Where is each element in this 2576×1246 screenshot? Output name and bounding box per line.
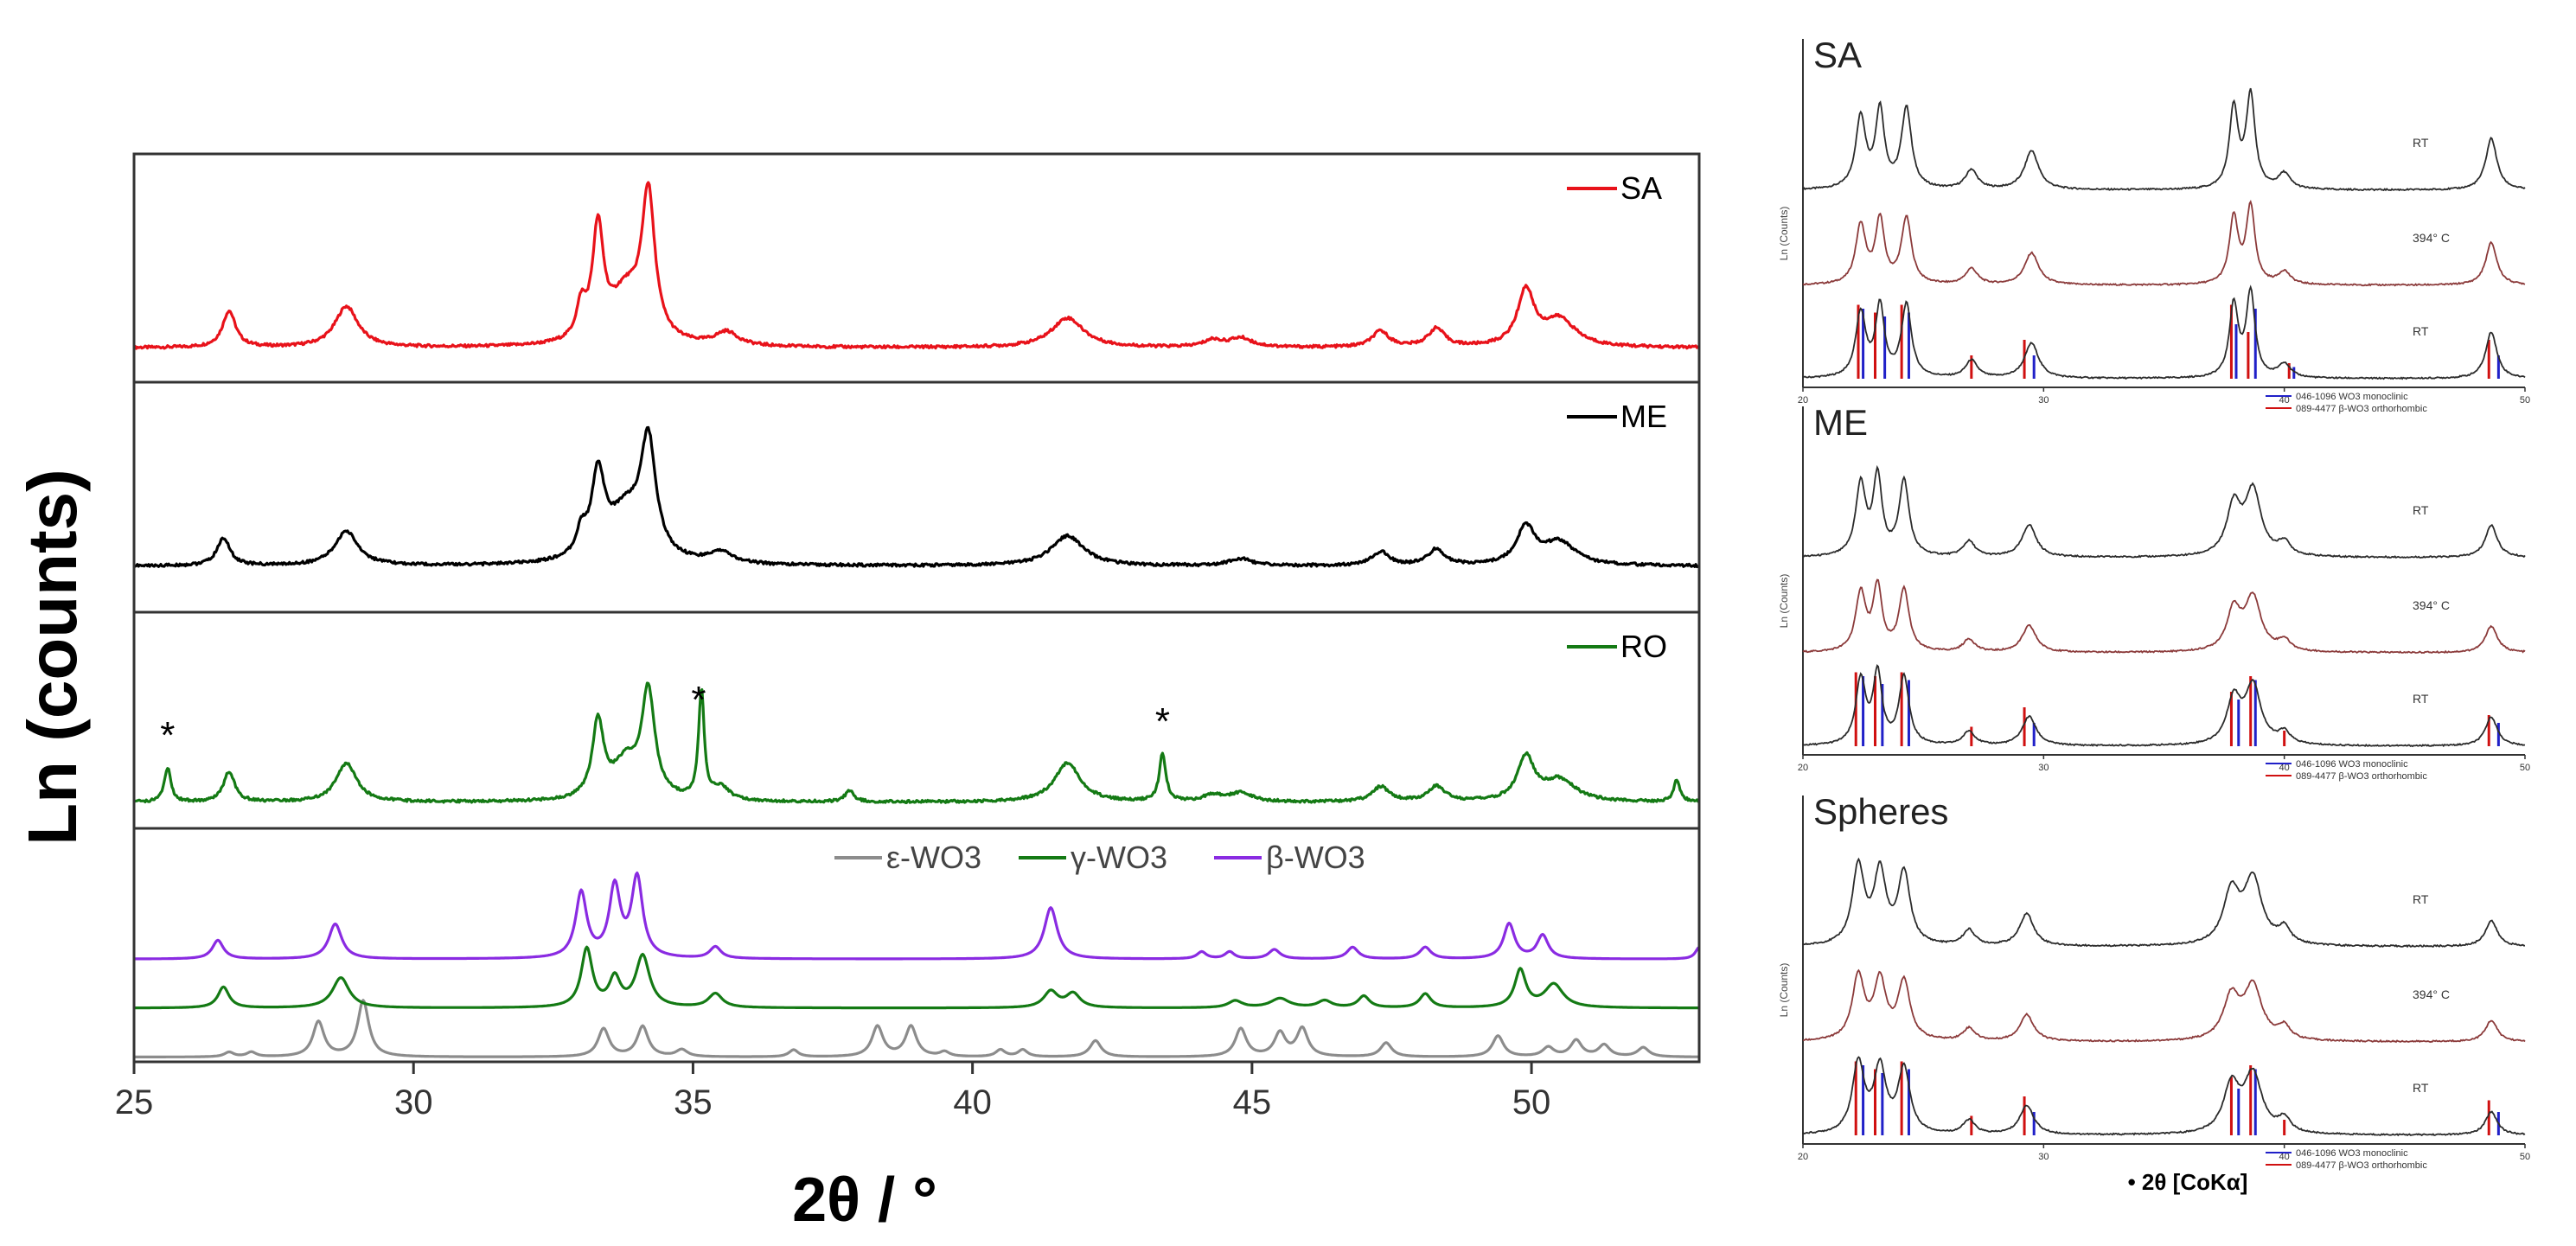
- reference-line-ε-WO3: [133, 999, 1700, 1058]
- series-line-RO: [133, 681, 1700, 804]
- right-ref-legend-label: 046-1096 WO3 monoclinic: [2296, 392, 2408, 402]
- legend-label-ref-2: β-WO3: [1266, 840, 1365, 875]
- right-x-tick-label: 50: [2520, 1152, 2530, 1162]
- series-line-SA: [132, 181, 1700, 350]
- x-tick-label: 30: [394, 1083, 433, 1121]
- right-trace-2: [1802, 284, 2526, 380]
- x-tick-label: 45: [1233, 1083, 1272, 1121]
- right-x-tick-label: 30: [2038, 395, 2049, 406]
- series-line-ME: [133, 425, 1700, 569]
- reference-line-γ-WO3: [133, 945, 1700, 1010]
- right-x-tick-label: 40: [2279, 763, 2290, 773]
- right-ref-legend-label: 089-4477 β-WO3 orthorhombic: [2296, 771, 2427, 782]
- right-panel-SA: SA Ln (Counts) RT 394° C RT 20 30 40 50 046-1096 …: [1778, 35, 2530, 414]
- right-trace-0: [1802, 857, 2526, 949]
- annotation-asterisk: *: [1155, 700, 1170, 743]
- right-x-axis-label: • 2θ [CoKα]: [2128, 1169, 2248, 1195]
- x-tick-label: 40: [953, 1083, 992, 1121]
- right-trace-label: RT: [2413, 136, 2429, 150]
- legend-label-ref-0: ε-WO3: [886, 840, 981, 875]
- right-x-tick-label: 40: [2279, 1152, 2290, 1162]
- right-y-axis-label: Ln (Counts): [1778, 207, 1790, 261]
- annotation-asterisk: *: [160, 714, 175, 757]
- left-x-axis-label: 2θ / °: [792, 1166, 937, 1235]
- legend-label-ref-1: γ-WO3: [1071, 840, 1167, 875]
- right-trace-label: 394° C: [2413, 598, 2450, 612]
- right-x-tick-label: 30: [2038, 1152, 2049, 1162]
- right-x-tick-label: 20: [1798, 395, 1808, 406]
- right-trace-label: 394° C: [2413, 231, 2450, 245]
- left-y-axis-label: Ln (counts): [14, 469, 91, 845]
- right-y-axis-label: Ln (Counts): [1778, 574, 1790, 629]
- right-trace-2: [1802, 1056, 2526, 1137]
- right-trace-label: RT: [2413, 692, 2429, 706]
- annotation-asterisk: *: [691, 679, 706, 721]
- left-xrd-chart: Ln (counts) 2θ / ° 25 30 35 40 45 50 SA ME RO * *…: [14, 152, 1701, 1235]
- right-y-axis-label: Ln (Counts): [1778, 963, 1790, 1018]
- right-x-tick-label: 50: [2520, 395, 2530, 406]
- right-x-tick-label: 20: [1798, 1152, 1808, 1162]
- legend-label-RO: RO: [1620, 629, 1667, 664]
- legend-label-ME: ME: [1620, 399, 1667, 434]
- right-trace-label: RT: [2413, 324, 2429, 338]
- x-tick-label: 25: [115, 1083, 154, 1121]
- right-trace-0: [1802, 464, 2526, 559]
- right-trace-label: RT: [2413, 503, 2429, 517]
- right-trace-label: RT: [2413, 1081, 2429, 1095]
- x-tick-label: 50: [1512, 1083, 1551, 1121]
- right-x-tick-label: 40: [2279, 395, 2290, 406]
- right-ref-legend-label: 089-4477 β-WO3 orthorhombic: [2296, 404, 2427, 414]
- right-trace-label: 394° C: [2413, 987, 2450, 1001]
- right-ref-legend-label: 046-1096 WO3 monoclinic: [2296, 759, 2408, 770]
- right-x-tick-label: 20: [1798, 763, 1808, 773]
- right-trace-0: [1802, 87, 2526, 192]
- right-trace-1: [1802, 578, 2526, 655]
- right-xrd-chart: SA Ln (Counts) RT 394° C RT 20 30 40 50 046-1096 …: [1778, 35, 2530, 1195]
- right-x-tick-label: 30: [2038, 763, 2049, 773]
- right-panel-title: Spheres: [1813, 791, 1948, 832]
- right-trace-1: [1802, 968, 2526, 1044]
- right-ref-legend-label: 046-1096 WO3 monoclinic: [2296, 1148, 2408, 1159]
- right-trace-label: RT: [2413, 892, 2429, 906]
- right-panel-ME: ME Ln (Counts) RT 394° C RT 20 30 40 50 046-1096 …: [1778, 402, 2530, 782]
- right-x-tick-label: 50: [2520, 763, 2530, 773]
- reference-line-β-WO3: [133, 871, 1700, 961]
- right-ref-legend-label: 089-4477 β-WO3 orthorhombic: [2296, 1160, 2427, 1171]
- legend-label-SA: SA: [1620, 170, 1662, 206]
- panel-frame-3: [132, 827, 1701, 1064]
- x-tick-label: 35: [674, 1083, 713, 1121]
- right-trace-2: [1802, 663, 2526, 748]
- right-panel-Spheres: Spheres Ln (Counts) RT 394° C RT 20 30 40 50 046-…: [1778, 791, 2530, 1171]
- right-panel-title: ME: [1813, 402, 1868, 443]
- right-panel-title: SA: [1813, 35, 1862, 75]
- right-trace-1: [1802, 200, 2526, 287]
